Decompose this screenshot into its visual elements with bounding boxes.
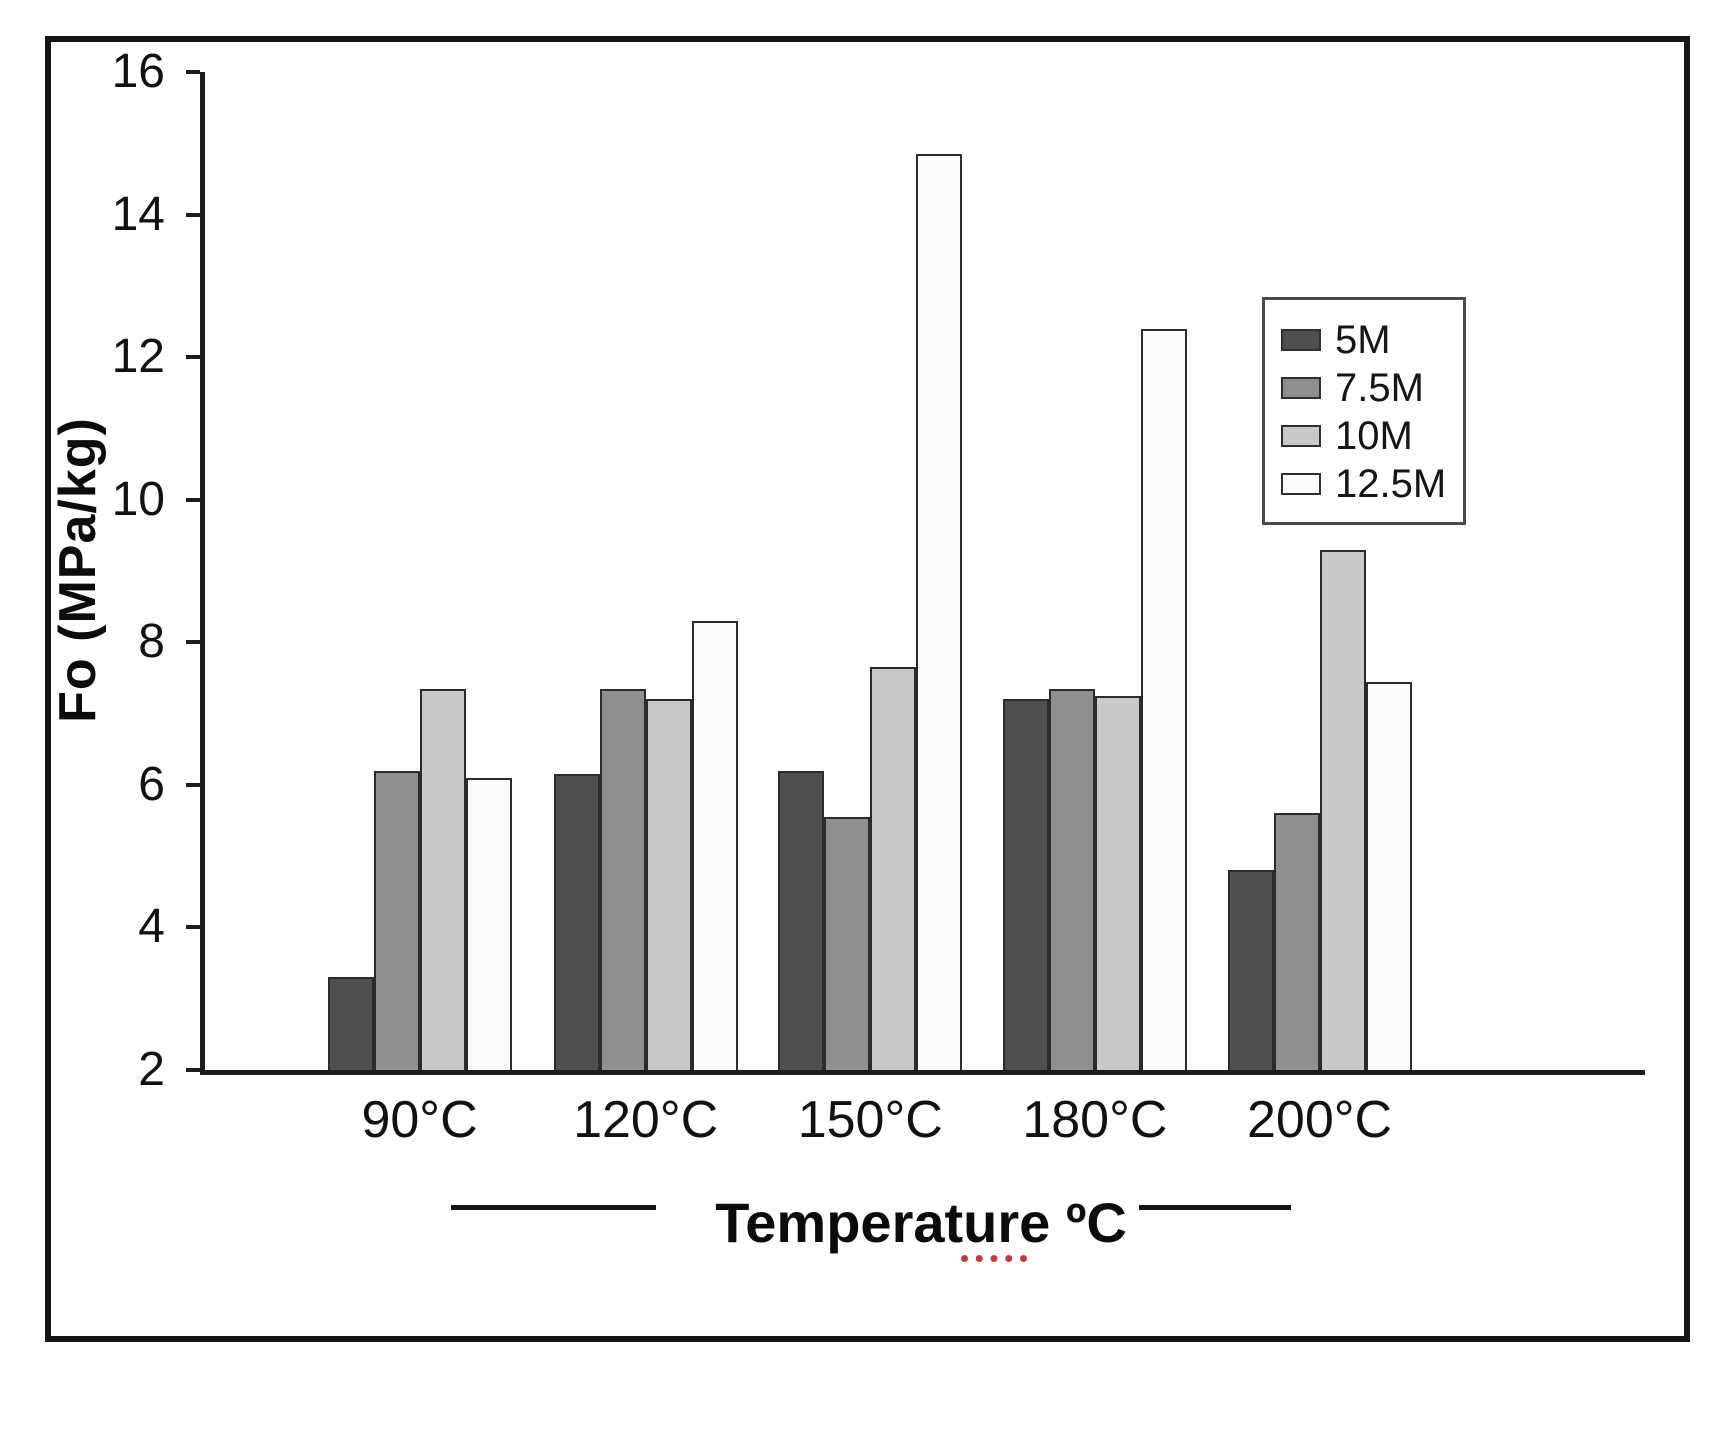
x-tick-label: 200°C [1246, 1091, 1393, 1149]
bar [778, 770, 825, 1070]
bar [824, 816, 871, 1070]
bar [599, 688, 646, 1070]
legend: 5M 7.5M 10M 12.5M [1262, 297, 1466, 525]
y-tick-mark [186, 497, 200, 502]
divider-segment-left [451, 1205, 656, 1210]
x-axis-title: Temperature ºC [715, 1191, 1127, 1254]
legend-label: 7.5M [1335, 365, 1424, 410]
legend-swatch-12-5m [1281, 473, 1321, 495]
legend-label: 5M [1335, 317, 1391, 362]
bar [1048, 688, 1095, 1070]
legend-label: 12.5M [1335, 461, 1447, 506]
y-tick-mark [186, 782, 200, 787]
legend-item: 5M [1281, 316, 1449, 364]
y-tick-mark [186, 355, 200, 360]
bar [916, 153, 963, 1070]
bar [553, 774, 600, 1070]
legend-item: 12.5M [1281, 460, 1449, 508]
bar [373, 770, 420, 1070]
x-tick-label: 120°C [573, 1091, 719, 1149]
bar [645, 699, 692, 1070]
y-tick-label: 6 [138, 757, 165, 811]
bar [691, 620, 738, 1070]
y-tick-label: 14 [111, 187, 165, 241]
x-tick-label: 180°C [1022, 1091, 1168, 1149]
legend-swatch-5m [1281, 329, 1321, 351]
divider-segment-right [1139, 1205, 1291, 1210]
spellcheck-underline [961, 1254, 1027, 1262]
y-tick-label: 12 [111, 330, 165, 384]
bar [1365, 681, 1412, 1070]
legend-label: 10M [1335, 413, 1413, 458]
bar [1227, 870, 1274, 1070]
y-tick-mark [186, 640, 200, 645]
legend-item: 7.5M [1281, 364, 1449, 412]
y-tick-label: 8 [138, 615, 165, 669]
x-tick-label: 90°C [361, 1091, 478, 1149]
bar [419, 688, 466, 1070]
plot-area: 2 4 6 8 10 12 14 16 90°C 120°C 150°C 180°C 200°C [112, 45, 1645, 1149]
y-tick-mark [186, 70, 200, 74]
y-tick-label: 10 [111, 472, 165, 526]
y-tick-label: 16 [111, 45, 165, 98]
bar [1273, 813, 1320, 1070]
bar [1094, 695, 1141, 1070]
bar [1002, 699, 1049, 1070]
y-tick-label: 2 [138, 1043, 165, 1096]
y-tick-mark [186, 925, 200, 930]
bar [465, 777, 512, 1070]
y-tick-mark [186, 1068, 200, 1072]
legend-swatch-7-5m [1281, 377, 1321, 399]
y-tick-label: 4 [138, 900, 165, 954]
bar [327, 977, 374, 1070]
bar [1140, 328, 1187, 1070]
x-tick-label: 150°C [797, 1091, 943, 1149]
y-tick-mark [186, 212, 200, 217]
chart-figure: Fo (MPa/kg) 2 4 6 8 10 12 14 16 90°C 120°C 150°C 18… [45, 36, 1690, 1342]
legend-item: 10M [1281, 412, 1449, 460]
legend-swatch-10m [1281, 425, 1321, 447]
bar [870, 667, 917, 1070]
bar [1319, 549, 1366, 1070]
